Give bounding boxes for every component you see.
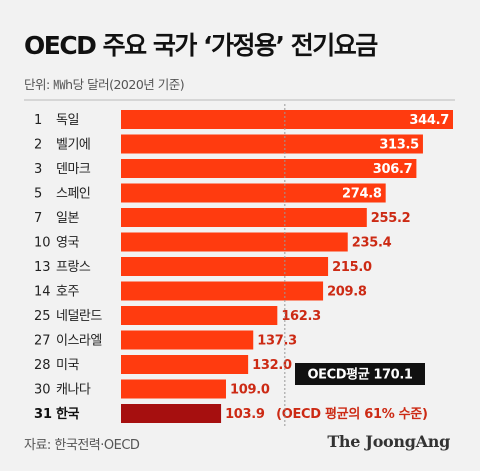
bar [121,257,329,276]
bar [121,330,254,350]
bar [121,208,367,227]
rank-label: 10 [34,236,51,251]
value-label: 209.8 [327,285,367,300]
value-label: 215.0 [332,260,372,275]
rank-label: 28 [34,358,51,373]
bar [121,355,249,374]
value-label: 132.0 [252,358,292,373]
country-label: 독일 [56,113,79,128]
rank-label: 30 [34,383,51,398]
value-label: 103.9 [225,407,265,422]
bar-row: 30 캐나다 109.0 [34,379,270,399]
bar-row: 5 스페인 274.8 [34,183,386,203]
bar-row: 1 독일 344.7 [34,110,453,129]
bar [121,379,226,399]
country-label: 덴마크 [56,162,91,177]
rank-label: 7 [34,211,42,226]
country-label: 캐나다 [56,383,91,398]
value-label: 313.5 [379,138,419,153]
source-note: 자료: 한국전력·OECD [24,438,140,453]
bar-row: 31 한국 103.9 (OECD 평균의 61% 수준) [34,404,428,423]
country-label: 이스라엘 [56,334,102,349]
country-label: 네덜란드 [56,309,102,324]
average-box [295,363,425,385]
bar-row: 2 벨기에 313.5 [34,134,423,154]
value-label: 235.4 [352,236,392,251]
rank-label: 31 [34,407,52,422]
bars-layer: 1 독일 344.7 2 벨기에 313.5 3 덴마크 306.7 5 스페인 274.8 7 일본 25… [34,110,453,423]
rank-label: 14 [34,285,51,300]
value-label: 109.0 [230,383,270,398]
value-label: 162.3 [281,309,321,324]
bar [121,183,386,203]
average-label: OECD평균 170.1 [307,367,412,383]
chart-title: OECD 주요 국가 ‘가정용’ 전기요금 [24,31,378,60]
unit-note: 단위: ㎿h당 달러(2020년 기준) [24,77,185,92]
country-label: 미국 [56,358,79,373]
country-label: 호주 [56,285,79,300]
value-label: 274.8 [342,187,382,202]
country-label: 프랑스 [56,260,91,275]
rank-label: 25 [34,309,51,324]
rank-label: 13 [34,260,51,275]
rank-label: 1 [34,113,42,128]
value-label: 255.2 [371,211,411,226]
bar [121,159,417,178]
average-layer: OECD평균 170.1 [284,104,425,427]
bar-chart: 1 독일 344.7 2 벨기에 313.5 3 덴마크 306.7 5 스페인 274.8 7 일본 25… [24,99,455,427]
rank-label: 3 [34,162,42,177]
bar [121,281,324,301]
publisher-logo: The JoongAng [327,432,450,451]
bar-row: 13 프랑스 215.0 [34,257,372,276]
value-label: 306.7 [373,162,413,177]
country-label: 한국 [56,406,79,422]
bar-row: 14 호주 209.8 [34,281,367,301]
bar [121,404,222,423]
bar-row: 7 일본 255.2 [34,208,411,227]
bar [121,306,278,325]
bar [121,134,423,154]
bar-row: 3 덴마크 306.7 [34,159,417,178]
country-label: 일본 [56,211,79,226]
bar-row: 27 이스라엘 137.3 [34,330,297,350]
country-label: 스페인 [56,187,90,202]
highlight-note: (OECD 평균의 61% 수준) [276,406,428,422]
bar-row: 10 영국 235.4 [34,232,392,252]
country-label: 벨기에 [56,138,90,153]
value-label: 344.7 [409,113,449,128]
value-label: 137.3 [257,334,297,349]
bar [121,110,453,129]
bar-row: 25 네덜란드 162.3 [34,306,321,325]
bar-row: 28 미국 132.0 [34,355,292,374]
rank-label: 5 [34,187,42,202]
bar [121,232,348,252]
rank-label: 27 [34,334,51,349]
rank-label: 2 [34,138,42,153]
country-label: 영국 [56,236,79,251]
